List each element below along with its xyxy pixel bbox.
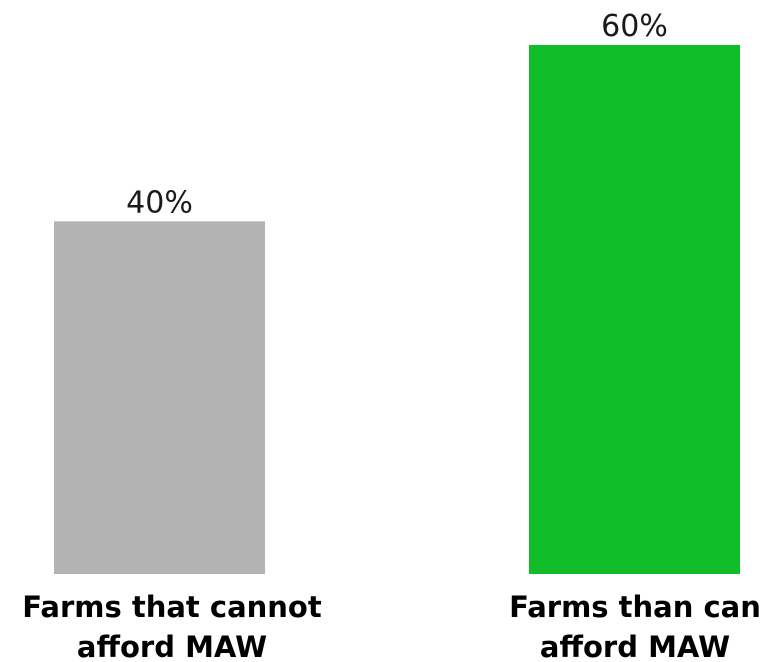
category-label-2-line-1: Farms than can <box>509 590 761 624</box>
category-label-2-line-2: afford MAW <box>540 630 730 662</box>
bar-2 <box>529 45 740 574</box>
category-label-1-line-2: afford MAW <box>77 630 267 662</box>
data-label-1: 40% <box>126 185 193 220</box>
category-label-1-line-1: Farms that cannot <box>22 590 322 624</box>
bar-1 <box>54 221 265 575</box>
data-label-2: 60% <box>601 9 668 44</box>
